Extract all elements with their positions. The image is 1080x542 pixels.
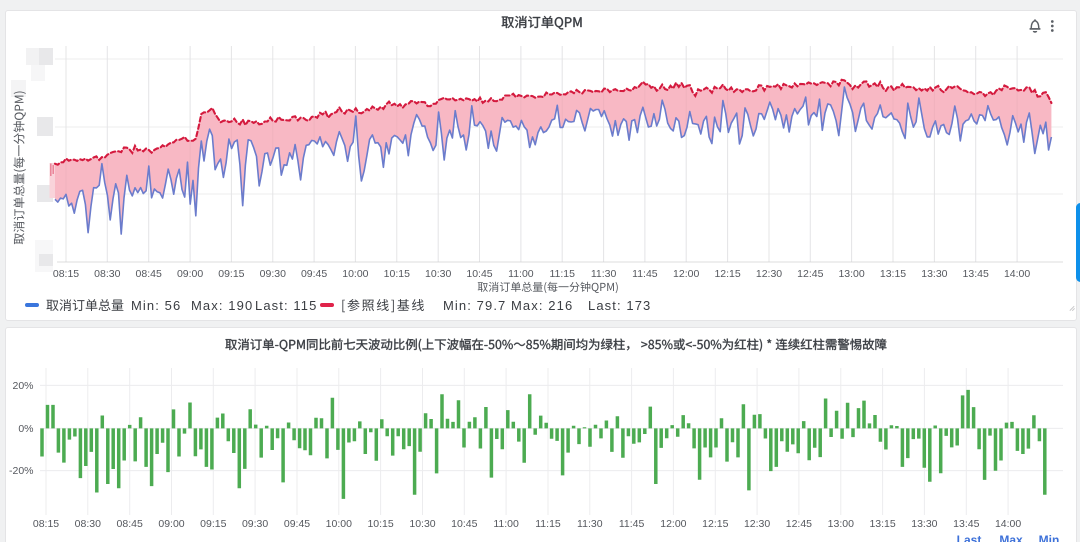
svg-text:10:45: 10:45	[451, 518, 477, 530]
svg-text:Min: 79.7: Min: 79.7	[443, 298, 506, 313]
svg-text:08:45: 08:45	[136, 268, 162, 280]
svg-text:13:00: 13:00	[828, 518, 854, 530]
svg-text:11:15: 11:15	[549, 268, 575, 280]
svg-text:12:15: 12:15	[702, 518, 728, 530]
svg-text:11:45: 11:45	[619, 518, 645, 530]
svg-text:11:00: 11:00	[508, 268, 534, 280]
svg-text:12:15: 12:15	[714, 268, 740, 280]
svg-text:08:45: 08:45	[117, 518, 143, 530]
svg-text:Last: 173: Last: 173	[588, 298, 651, 313]
svg-text:08:15: 08:15	[33, 518, 59, 530]
svg-text:Min: Min	[1039, 533, 1060, 542]
svg-text:09:00: 09:00	[177, 268, 203, 280]
svg-text:12:45: 12:45	[786, 518, 812, 530]
svg-text:09:15: 09:15	[200, 518, 226, 530]
svg-text:Max: 216: Max: 216	[511, 298, 573, 313]
svg-text:0%: 0%	[18, 423, 33, 435]
svg-text:10:15: 10:15	[367, 518, 393, 530]
svg-text:09:45: 09:45	[301, 268, 327, 280]
svg-text:13:45: 13:45	[953, 518, 979, 530]
svg-text:10:30: 10:30	[409, 518, 435, 530]
svg-text:13:45: 13:45	[963, 268, 989, 280]
svg-text:10:45: 10:45	[466, 268, 492, 280]
svg-text:11:45: 11:45	[632, 268, 658, 280]
svg-text:20%: 20%	[12, 380, 33, 392]
svg-text:14:00: 14:00	[995, 518, 1021, 530]
svg-text:Max: 190: Max: 190	[191, 298, 253, 313]
svg-text:10:15: 10:15	[384, 268, 410, 280]
svg-text:11:30: 11:30	[577, 518, 603, 530]
svg-text:Min: 56: Min: 56	[131, 298, 181, 313]
svg-text:Last: 115: Last: 115	[255, 298, 317, 313]
svg-text:09:30: 09:30	[242, 518, 268, 530]
svg-text:13:15: 13:15	[869, 518, 895, 530]
svg-text:Last: Last	[957, 533, 982, 542]
svg-text:10:30: 10:30	[425, 268, 451, 280]
svg-text:10:00: 10:00	[342, 268, 368, 280]
svg-text:12:45: 12:45	[797, 268, 823, 280]
svg-text:11:00: 11:00	[493, 518, 519, 530]
svg-text:13:30: 13:30	[921, 268, 947, 280]
svg-text:09:30: 09:30	[260, 268, 286, 280]
svg-text:09:15: 09:15	[218, 268, 244, 280]
svg-text:08:15: 08:15	[53, 268, 79, 280]
svg-text:11:30: 11:30	[591, 268, 617, 280]
svg-text:12:00: 12:00	[660, 518, 686, 530]
svg-text:12:30: 12:30	[756, 268, 782, 280]
svg-text:13:30: 13:30	[911, 518, 937, 530]
svg-text:09:00: 09:00	[158, 518, 184, 530]
svg-text:Max: Max	[999, 533, 1023, 542]
svg-text:10:00: 10:00	[326, 518, 352, 530]
svg-text:-20%: -20%	[9, 465, 34, 477]
svg-text:11:15: 11:15	[535, 518, 561, 530]
svg-text:13:00: 13:00	[838, 268, 864, 280]
svg-text:08:30: 08:30	[75, 518, 101, 530]
svg-text:13:15: 13:15	[880, 268, 906, 280]
svg-text:08:30: 08:30	[94, 268, 120, 280]
svg-text:12:00: 12:00	[673, 268, 699, 280]
svg-text:14:00: 14:00	[1004, 268, 1030, 280]
svg-text:12:30: 12:30	[744, 518, 770, 530]
svg-text:09:45: 09:45	[284, 518, 310, 530]
